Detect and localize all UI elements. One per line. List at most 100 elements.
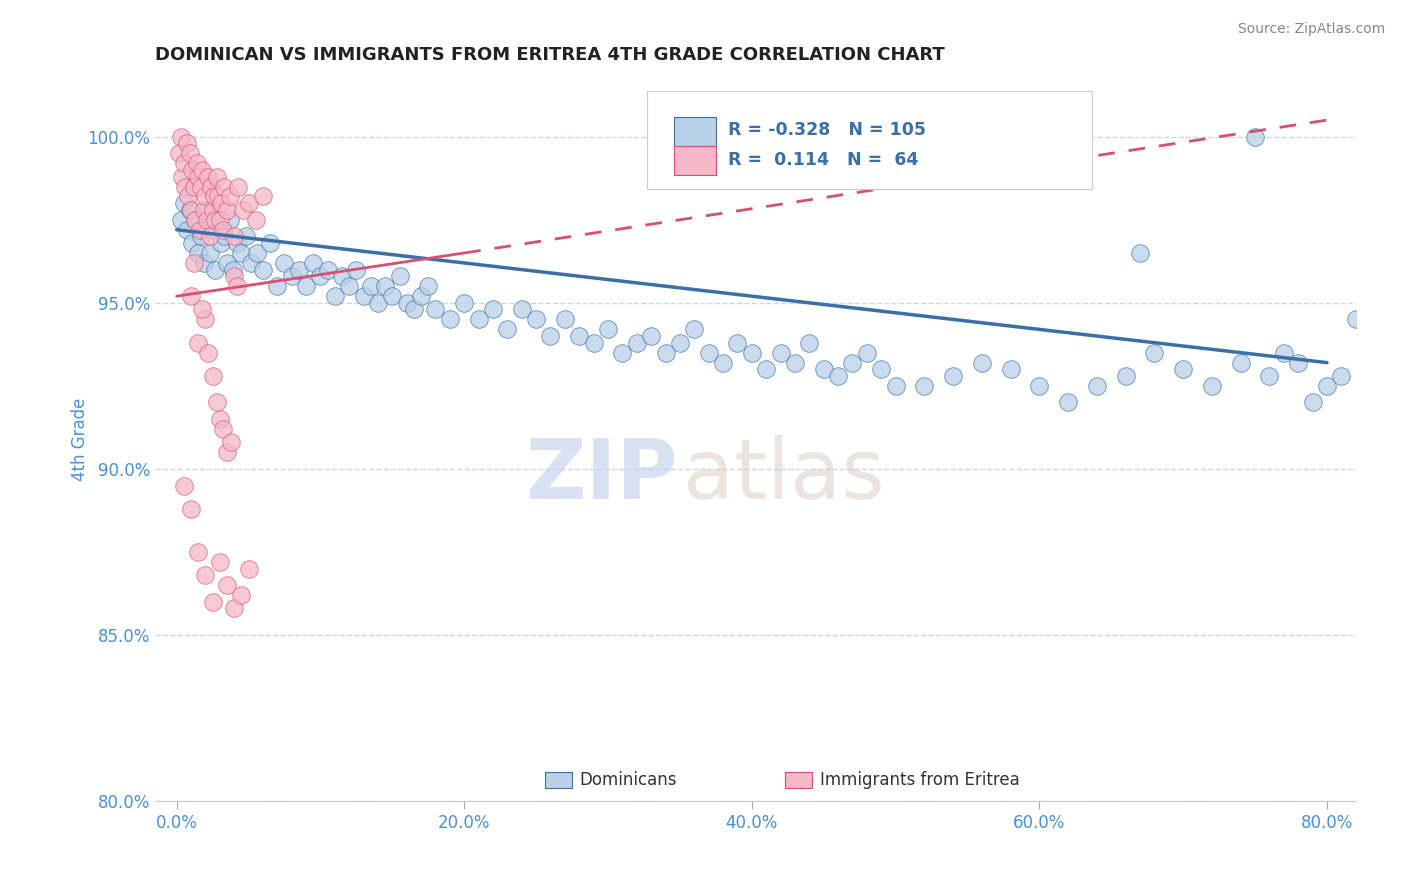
Point [173, 478, 195, 492]
Text: Immigrants from Eritrea: Immigrants from Eritrea [820, 772, 1019, 789]
Point [725, 335, 748, 350]
Point [209, 235, 232, 250]
Point [884, 379, 907, 393]
Point [640, 329, 662, 343]
Point [827, 368, 849, 383]
Point [395, 295, 418, 310]
Point [208, 212, 231, 227]
Point [211, 422, 233, 436]
Point [173, 156, 195, 170]
Point [238, 561, 260, 575]
Bar [546, 772, 572, 789]
Point [568, 329, 591, 343]
Point [626, 335, 648, 350]
Point [198, 229, 221, 244]
Point [226, 235, 249, 250]
Point [180, 501, 202, 516]
Point [224, 601, 246, 615]
Point [612, 345, 634, 359]
Point [453, 295, 475, 310]
Point [353, 289, 375, 303]
Point [231, 246, 253, 260]
Point [238, 196, 260, 211]
Text: ZIP: ZIP [524, 434, 678, 516]
Point [231, 588, 253, 602]
Point [204, 212, 226, 227]
Point [582, 335, 605, 350]
Point [596, 322, 619, 336]
Point [1344, 312, 1367, 326]
Point [1173, 362, 1195, 376]
Point [187, 335, 209, 350]
Point [374, 279, 396, 293]
Point [183, 179, 205, 194]
Point [194, 312, 217, 326]
Point [337, 279, 360, 293]
Point [259, 235, 281, 250]
Point [193, 256, 215, 270]
Point [208, 412, 231, 426]
Point [1272, 345, 1295, 359]
Point [246, 246, 269, 260]
Point [226, 279, 249, 293]
Point [510, 302, 533, 317]
Point [181, 162, 204, 177]
Point [179, 202, 201, 217]
Point [209, 196, 232, 211]
Point [201, 202, 224, 217]
Point [224, 229, 246, 244]
Point [942, 368, 965, 383]
Point [367, 295, 389, 310]
Point [215, 578, 238, 592]
Text: DOMINICAN VS IMMIGRANTS FROM ERITREA 4TH GRADE CORRELATION CHART: DOMINICAN VS IMMIGRANTS FROM ERITREA 4TH… [155, 46, 945, 64]
Point [179, 146, 201, 161]
Text: R =  0.114   N =  64: R = 0.114 N = 64 [728, 151, 918, 169]
Point [870, 362, 893, 376]
Point [524, 312, 547, 326]
Point [970, 356, 993, 370]
Point [755, 362, 778, 376]
Point [222, 262, 245, 277]
Point [200, 179, 222, 194]
Point [554, 312, 576, 326]
Point [245, 212, 267, 227]
Point [783, 356, 806, 370]
Bar [673, 145, 716, 175]
Point [194, 568, 217, 582]
Point [207, 189, 229, 203]
Point [176, 136, 198, 151]
Point [1129, 246, 1152, 260]
Point [741, 345, 763, 359]
Point [252, 262, 274, 277]
Point [1085, 379, 1108, 393]
Point [195, 212, 218, 227]
Point [201, 223, 224, 237]
Point [180, 289, 202, 303]
Point [266, 279, 288, 293]
Point [813, 362, 835, 376]
Point [482, 302, 505, 317]
Point [187, 169, 209, 184]
Point [252, 189, 274, 203]
Point [187, 545, 209, 559]
Point [280, 269, 302, 284]
Point [169, 146, 191, 161]
Point [215, 202, 238, 217]
Point [219, 435, 242, 450]
Point [176, 223, 198, 237]
Point [218, 189, 240, 203]
Text: atlas: atlas [683, 434, 886, 516]
Point [170, 129, 193, 144]
Point [172, 169, 194, 184]
Point [381, 289, 404, 303]
Point [425, 302, 447, 317]
Point [402, 302, 425, 317]
Point [208, 555, 231, 569]
Point [207, 212, 229, 227]
Point [856, 345, 879, 359]
Point [1028, 379, 1050, 393]
Point [232, 202, 254, 217]
Point [235, 229, 257, 244]
Point [205, 169, 228, 184]
Point [190, 229, 212, 244]
